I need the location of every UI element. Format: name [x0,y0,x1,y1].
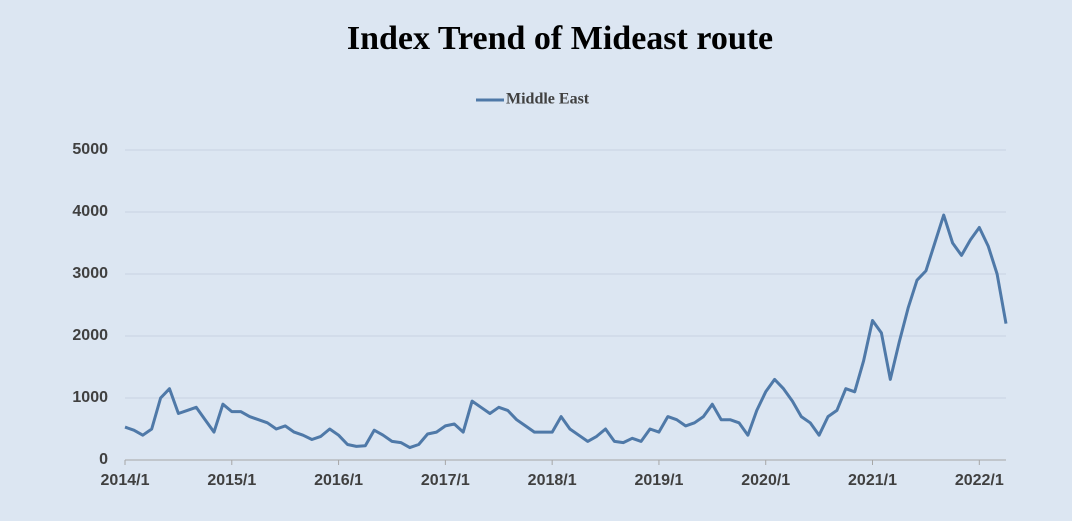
y-tick-label: 4000 [72,203,108,220]
y-tick-label: 1000 [72,389,108,406]
chart-title: Index Trend of Mideast route [347,20,773,57]
y-tick-label: 0 [99,451,108,468]
x-tick-label: 2019/1 [634,472,683,489]
y-tick-label: 5000 [72,141,108,158]
x-tick-label: 2014/1 [101,472,150,489]
y-tick-label: 3000 [72,265,108,282]
x-tick-label: 2021/1 [848,472,897,489]
x-tick-label: 2016/1 [314,472,363,489]
y-tick-label: 2000 [72,327,108,344]
x-tick-label: 2017/1 [421,472,470,489]
x-tick-label: 2022/1 [955,472,1004,489]
x-tick-label: 2015/1 [207,472,256,489]
x-tick-label: 2020/1 [741,472,790,489]
x-tick-label: 2018/1 [528,472,577,489]
legend-label: Middle East [506,91,590,108]
series-line [124,213,1008,450]
